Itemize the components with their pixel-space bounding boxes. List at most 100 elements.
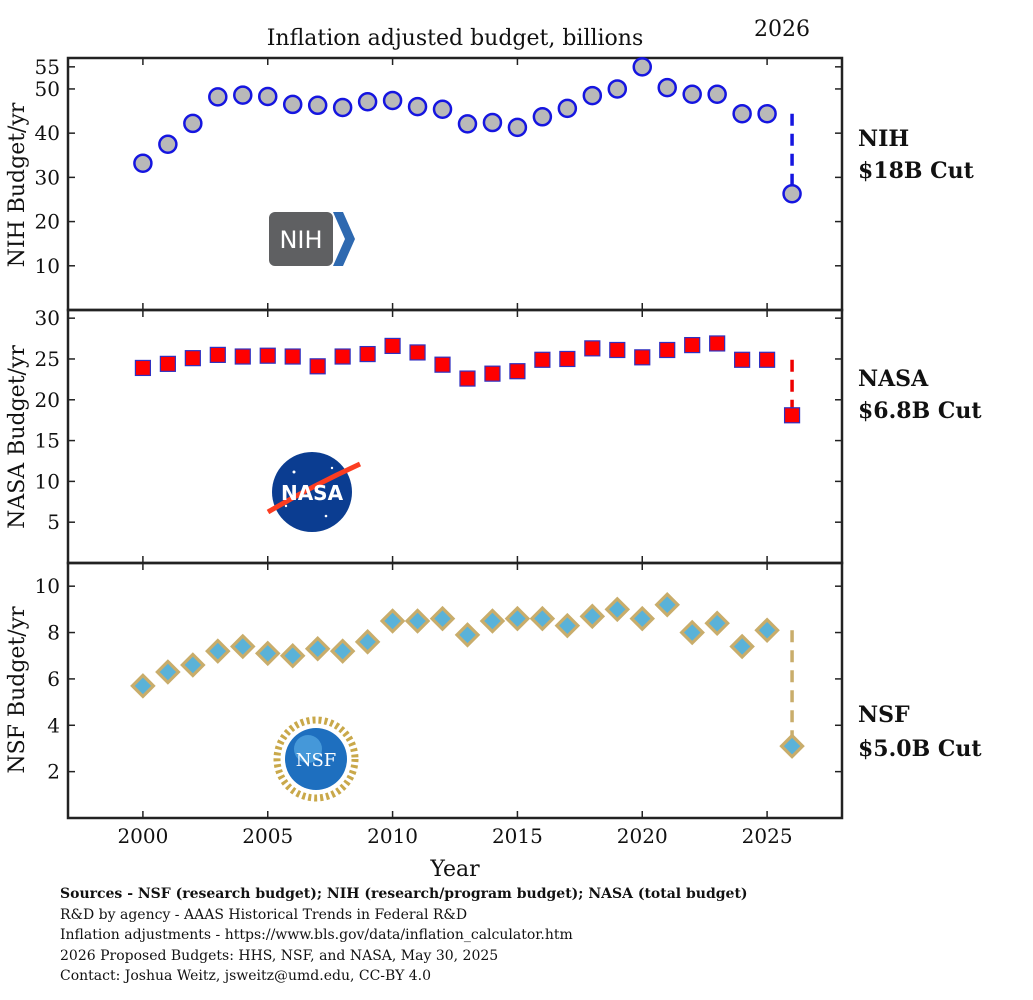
nasa-point: [535, 352, 550, 367]
nasa-panel: NASA Budget/yr NASA $6.8B Cut NASA 5 10 15…: [5, 306, 982, 563]
nih-logo: NIH: [269, 212, 355, 266]
nasa-cut-label-line1: NASA: [858, 366, 929, 392]
nasa-point: [260, 348, 275, 363]
nih-point: [284, 96, 301, 113]
nih-point: [309, 97, 326, 114]
nih-ytick-label: 50: [35, 77, 60, 101]
nsf-point: [557, 615, 578, 636]
nih-point: [759, 105, 776, 122]
sources-line-3: Inflation adjustments - https://www.bls.…: [60, 925, 1020, 946]
nih-panel: NIH Budget/yr NIH $18B Cut NIH 10 20 30 40 5…: [5, 55, 975, 310]
nih-point: [434, 101, 451, 118]
nasa-cut-label-line2: $6.8B Cut: [858, 398, 982, 424]
nih-point: [409, 98, 426, 115]
nasa-point: [610, 342, 625, 357]
nih-point: [509, 119, 526, 136]
nasa-point: [185, 351, 200, 366]
nih-point-2026: [784, 185, 801, 202]
nasa-point: [360, 347, 375, 362]
nsf-point: [407, 610, 428, 631]
x-axis-label: Year: [429, 857, 480, 880]
nih-point: [584, 87, 601, 104]
nih-ylabel: NIH Budget/yr: [5, 102, 30, 267]
nsf-point: [657, 594, 678, 615]
nih-point: [634, 58, 651, 75]
nih-point: [384, 92, 401, 109]
nsf-point: [282, 645, 303, 666]
nih-cut-label-line1: NIH: [858, 126, 909, 152]
nih-point: [484, 114, 501, 131]
svg-text:NASA: NASA: [281, 481, 344, 505]
nih-point: [184, 115, 201, 132]
nsf-point: [607, 599, 628, 620]
xtick-label: 2025: [742, 824, 793, 848]
nih-ytick-label: 30: [35, 165, 60, 189]
nsf-plot-frame: [68, 563, 842, 818]
nasa-point: [285, 349, 300, 364]
nasa-point: [635, 350, 650, 365]
nsf-point: [482, 610, 503, 631]
nasa-point: [510, 364, 525, 379]
xtick-label: 2010: [367, 824, 418, 848]
nsf-point: [582, 606, 603, 627]
nsf-panel: NSF Budget/yr NSF $5.0B Cut NSF 2 4 6 8 10: [5, 563, 982, 818]
nih-point: [609, 80, 626, 97]
nih-point: [734, 105, 751, 122]
nsf-logo: NSF: [277, 720, 355, 798]
nasa-point: [135, 360, 150, 375]
nasa-point: [235, 349, 250, 364]
budget-chart: Inflation adjusted budget, billions 2026…: [0, 0, 1033, 880]
nasa-point: [685, 338, 700, 353]
nsf-point: [432, 608, 453, 629]
nsf-point: [232, 636, 253, 657]
nasa-ytick-label: 25: [35, 347, 60, 371]
nih-cut-label-line2: $18B Cut: [858, 158, 975, 184]
nsf-point-2026: [782, 736, 803, 757]
sources-line-1: Sources - NSF (research budget); NIH (re…: [60, 884, 1020, 905]
sources-line-5: Contact: Joshua Weitz, jsweitz@umd.edu, …: [60, 966, 1020, 987]
sources-line-4: 2026 Proposed Budgets: HHS, NSF, and NAS…: [60, 946, 1020, 967]
nasa-ytick-label: 15: [35, 429, 60, 453]
nih-point: [459, 115, 476, 132]
nih-point: [334, 99, 351, 116]
nasa-logo: NASA: [268, 452, 360, 532]
nasa-point: [585, 341, 600, 356]
x-axis: 2000 2005 2010 2015 2020 2025: [117, 824, 792, 848]
nsf-point: [332, 641, 353, 662]
nsf-ylabel: NSF Budget/yr: [5, 606, 30, 774]
svg-text:NSF: NSF: [296, 750, 337, 771]
xtick-label: 2000: [117, 824, 168, 848]
xtick-label: 2005: [242, 824, 293, 848]
sources-line-2: R&D by agency - AAAS Historical Trends i…: [60, 905, 1020, 926]
nih-ytick-label: 40: [35, 121, 60, 145]
chart-title: Inflation adjusted budget, billions: [267, 26, 644, 51]
nsf-point: [507, 608, 528, 629]
nasa-plot-frame: [68, 310, 842, 563]
xtick-label: 2015: [492, 824, 543, 848]
nasa-point-2026: [785, 408, 800, 423]
nsf-point: [457, 624, 478, 645]
nsf-point: [132, 675, 153, 696]
nsf-point: [707, 613, 728, 634]
nih-point: [659, 79, 676, 96]
nsf-point: [207, 641, 228, 662]
nsf-point: [357, 631, 378, 652]
nasa-point: [735, 352, 750, 367]
nsf-point: [732, 636, 753, 657]
nih-point: [234, 87, 251, 104]
nsf-cut-label-line1: NSF: [858, 702, 910, 728]
xtick-label: 2020: [617, 824, 668, 848]
nsf-ytick-label: 10: [35, 574, 60, 598]
nih-ytick-label: 10: [35, 254, 60, 278]
nih-point: [684, 86, 701, 103]
nsf-point: [632, 608, 653, 629]
nih-ytick-label: 55: [35, 55, 60, 79]
nasa-point: [435, 357, 450, 372]
nsf-ytick-label: 6: [47, 667, 60, 691]
nih-point: [134, 155, 151, 172]
nasa-point: [560, 351, 575, 366]
nsf-point: [382, 610, 403, 631]
nsf-ytick-label: 8: [47, 621, 60, 645]
nsf-point: [532, 608, 553, 629]
nih-ytick-label: 20: [35, 210, 60, 234]
